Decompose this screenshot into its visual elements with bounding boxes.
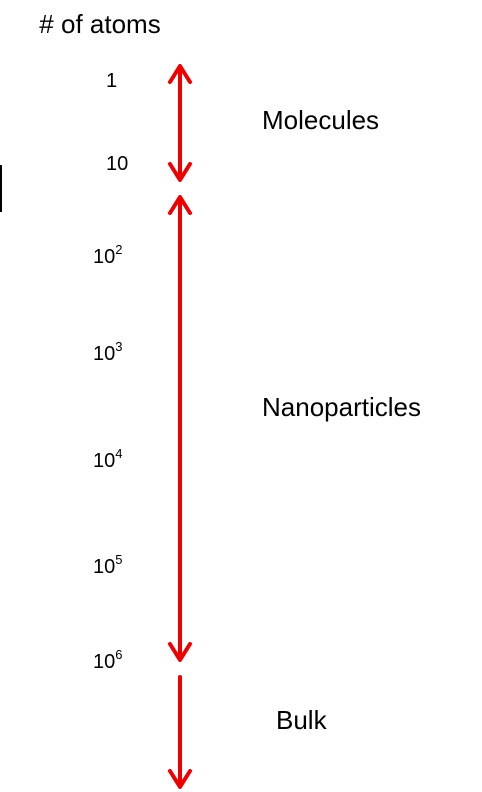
scale-label: 104 bbox=[93, 446, 122, 472]
scale-exponent: 2 bbox=[115, 242, 122, 257]
region-label: Bulk bbox=[276, 705, 328, 735]
region-label: Molecules bbox=[262, 105, 379, 135]
scale-base: 10 bbox=[106, 153, 128, 175]
scale-exponent: 3 bbox=[115, 339, 122, 354]
scale-label: 1 bbox=[106, 70, 117, 92]
scale-base: 1 bbox=[106, 70, 117, 92]
scale-exponent: 6 bbox=[115, 647, 122, 662]
scale-label: 103 bbox=[93, 339, 122, 365]
scale-label: 105 bbox=[93, 552, 122, 578]
scale-label: 106 bbox=[93, 647, 122, 673]
scale-base: 10 bbox=[93, 651, 115, 673]
arrow-bulk bbox=[168, 675, 192, 789]
header-title: # of atoms bbox=[39, 9, 160, 39]
scale-base: 10 bbox=[93, 246, 115, 268]
scale-label: 102 bbox=[93, 242, 122, 268]
scale-base: 10 bbox=[93, 556, 115, 578]
region-label: Nanoparticles bbox=[262, 392, 421, 422]
arrow-nanoparticles bbox=[168, 195, 192, 662]
scale-exponent: 5 bbox=[115, 552, 122, 567]
scale-label: 10 bbox=[106, 153, 128, 175]
scale-base: 10 bbox=[93, 450, 115, 472]
arrow-molecules bbox=[168, 64, 192, 182]
scale-base: 10 bbox=[93, 343, 115, 365]
scale-exponent: 4 bbox=[115, 446, 122, 461]
